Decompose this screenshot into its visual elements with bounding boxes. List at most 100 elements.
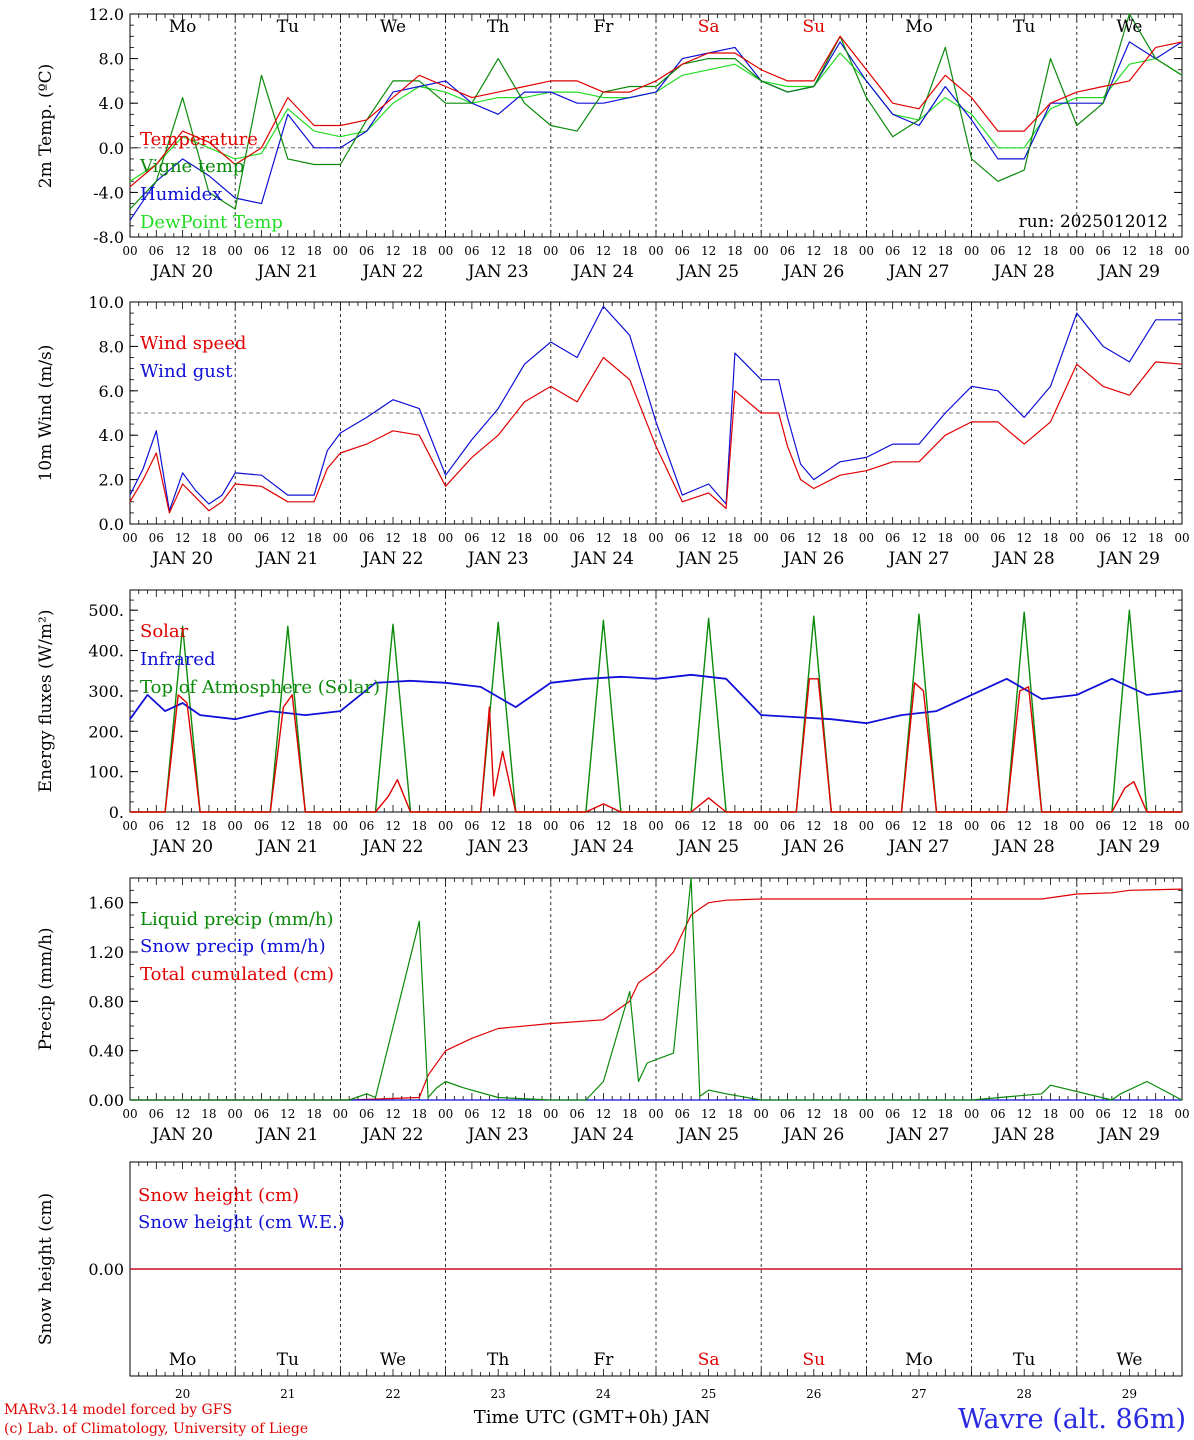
y-tick-label: 0.00 xyxy=(88,1260,124,1279)
hour-tick-label: 12 xyxy=(596,531,611,545)
hour-tick-label: 00 xyxy=(122,819,137,833)
date-label: JAN 20 xyxy=(150,1125,213,1145)
hour-tick-label: 18 xyxy=(1043,1107,1058,1121)
panel-1: 12.0 8.0 4.0 0.0 -4.0 -8.0 2m Temp. (ºC) Temper… xyxy=(36,5,1190,282)
weekday-label: Mo xyxy=(905,1350,933,1370)
hour-tick-label: 12 xyxy=(280,819,295,833)
date-label: JAN 29 xyxy=(1097,1125,1160,1145)
hour-tick-label: 00 xyxy=(754,531,769,545)
footer-model-text: MARv3.14 model forced by GFS xyxy=(4,1402,232,1418)
hour-tick-label: 12 xyxy=(911,244,926,258)
legend-entry: Snow height (cm) xyxy=(138,1185,299,1206)
hour-tick-label: 06 xyxy=(464,1107,479,1121)
hour-tick-label: 00 xyxy=(964,244,979,258)
hour-tick-label: 12 xyxy=(385,531,400,545)
hour-tick-label: 00 xyxy=(333,531,348,545)
date-label: JAN 25 xyxy=(676,262,739,282)
y-tick-label: 0.80 xyxy=(88,992,124,1011)
hour-tick-label: 18 xyxy=(1148,531,1163,545)
day-number-label: 21 xyxy=(280,1387,295,1401)
hour-tick-label: 12 xyxy=(701,819,716,833)
hour-tick-label: 18 xyxy=(832,531,847,545)
legend-entry: Infrared xyxy=(140,649,215,670)
date-label: JAN 20 xyxy=(150,262,213,282)
y-axis-label: Snow height (cm) xyxy=(36,1193,56,1345)
hour-tick-label: 18 xyxy=(1043,531,1058,545)
hour-tick-label: 18 xyxy=(938,819,953,833)
day-number-label: 26 xyxy=(806,1387,821,1401)
legend-entry: Snow height (cm W.E.) xyxy=(138,1212,345,1233)
legend-entry: Wind speed xyxy=(140,333,246,354)
hour-tick-label: 00 xyxy=(228,819,243,833)
hour-tick-label: 12 xyxy=(701,1107,716,1121)
panel-2: 10.0 8.0 6.0 4.0 2.0 0.0 10m Wind (m/s) Wind sp… xyxy=(36,293,1190,569)
weekday-label: Mo xyxy=(905,17,933,37)
hour-tick-label: 00 xyxy=(543,819,558,833)
y-tick-label: 0.0 xyxy=(99,515,124,534)
hour-tick-label: 06 xyxy=(149,244,164,258)
hour-tick-label: 18 xyxy=(201,244,216,258)
hour-tick-label: 06 xyxy=(254,1107,269,1121)
hour-tick-label: 12 xyxy=(911,819,926,833)
footer-layer: MARv3.14 model forced by GFS (c) Lab. of… xyxy=(4,1402,1186,1437)
hour-tick-label: 06 xyxy=(359,1107,374,1121)
hour-tick-label: 18 xyxy=(412,531,427,545)
y-tick-label: 1.20 xyxy=(88,943,124,962)
hour-tick-label: 00 xyxy=(1069,819,1084,833)
date-label: JAN 21 xyxy=(255,549,318,569)
hour-tick-label: 18 xyxy=(832,244,847,258)
y-axis-label: Precip (mm/h) xyxy=(36,927,56,1050)
series-line-3 xyxy=(130,888,1183,1101)
panel-4: 1.60 1.20 0.80 0.40 0.00 Precip (mm/h) Liquid … xyxy=(36,877,1190,1145)
hour-tick-label: 00 xyxy=(754,819,769,833)
date-label: JAN 27 xyxy=(886,262,949,282)
hour-tick-label: 18 xyxy=(306,1107,321,1121)
y-tick-label: -8.0 xyxy=(93,228,124,247)
hour-tick-label: 18 xyxy=(1148,819,1163,833)
hour-tick-label: 06 xyxy=(780,531,795,545)
day-number-label: 27 xyxy=(911,1387,926,1401)
date-label: JAN 23 xyxy=(466,262,529,282)
y-axis-label: Energy fluxes (W/m²) xyxy=(36,610,56,793)
hour-tick-label: 12 xyxy=(280,244,295,258)
hour-tick-label: 12 xyxy=(385,244,400,258)
hour-tick-label: 18 xyxy=(306,531,321,545)
date-label: JAN 22 xyxy=(360,837,423,857)
hour-tick-label: 00 xyxy=(964,531,979,545)
y-tick-label: 4.0 xyxy=(99,426,124,445)
hour-tick-label: 06 xyxy=(1095,244,1110,258)
hour-tick-label: 18 xyxy=(517,531,532,545)
date-label: JAN 25 xyxy=(676,837,739,857)
weekday-label: Su xyxy=(802,1350,825,1370)
date-label: JAN 26 xyxy=(781,549,844,569)
date-label: JAN 28 xyxy=(992,262,1055,282)
hour-tick-label: 00 xyxy=(333,819,348,833)
hour-tick-label: 12 xyxy=(175,819,190,833)
y-tick-label: 12.0 xyxy=(88,5,124,24)
hour-tick-label: 00 xyxy=(228,531,243,545)
hour-tick-label: 12 xyxy=(1017,244,1032,258)
hour-tick-label: 06 xyxy=(675,1107,690,1121)
hour-tick-label: 18 xyxy=(938,244,953,258)
hour-tick-label: 00 xyxy=(1174,819,1189,833)
hour-tick-label: 12 xyxy=(175,244,190,258)
hour-tick-label: 06 xyxy=(780,1107,795,1121)
hour-tick-label: 00 xyxy=(438,819,453,833)
hour-tick-label: 18 xyxy=(1043,819,1058,833)
hour-tick-label: 06 xyxy=(990,531,1005,545)
date-label: JAN 24 xyxy=(571,1125,634,1145)
hour-tick-label: 06 xyxy=(1095,531,1110,545)
hour-tick-label: 12 xyxy=(1122,819,1137,833)
hour-tick-label: 00 xyxy=(1069,531,1084,545)
hour-tick-label: 06 xyxy=(990,819,1005,833)
hour-tick-label: 18 xyxy=(1148,244,1163,258)
hour-tick-label: 12 xyxy=(806,1107,821,1121)
hour-tick-label: 00 xyxy=(648,244,663,258)
date-label: JAN 26 xyxy=(781,1125,844,1145)
hour-tick-label: 12 xyxy=(701,531,716,545)
weekday-label: Sa xyxy=(698,1350,720,1370)
y-tick-label: 400. xyxy=(88,642,124,661)
date-label: JAN 23 xyxy=(466,549,529,569)
hour-tick-label: 18 xyxy=(622,244,637,258)
hour-tick-label: 00 xyxy=(1069,244,1084,258)
